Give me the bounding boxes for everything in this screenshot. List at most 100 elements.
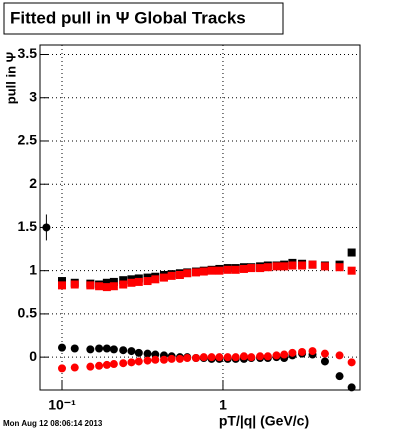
circle-marker xyxy=(192,354,201,363)
y-tick-label: 3 xyxy=(29,88,37,104)
square-marker xyxy=(95,282,104,291)
circle-marker xyxy=(70,344,79,353)
square-marker xyxy=(308,260,317,269)
y-axis-label: pull in Ψ xyxy=(3,52,18,104)
circle-marker xyxy=(280,350,289,359)
circle-marker xyxy=(308,347,317,356)
square-marker xyxy=(247,264,256,273)
square-marker xyxy=(58,277,67,286)
square-marker xyxy=(143,277,152,286)
circle-marker xyxy=(143,356,152,365)
circle-marker xyxy=(215,353,224,362)
square-marker xyxy=(298,261,307,270)
circle-marker xyxy=(231,353,240,362)
x-tick-label: 10⁻¹ xyxy=(48,397,76,413)
square-marker xyxy=(280,262,289,271)
square-marker xyxy=(288,261,297,270)
circle-marker xyxy=(95,361,104,370)
square-marker xyxy=(58,281,67,290)
y-tick-label: 3.5 xyxy=(18,45,38,61)
circle-marker xyxy=(58,343,67,352)
square-marker xyxy=(347,266,356,275)
footer-date: Mon Aug 12 08:06:14 2013 xyxy=(3,419,103,428)
chart-title: Fitted pull in Ψ Global Tracks xyxy=(10,8,246,27)
square-marker xyxy=(192,268,201,277)
circle-marker xyxy=(347,383,356,392)
circle-marker xyxy=(109,345,118,354)
circle-marker xyxy=(42,223,51,232)
square-marker xyxy=(215,266,224,275)
circle-marker xyxy=(223,353,232,362)
circle-marker xyxy=(119,346,128,355)
square-marker xyxy=(223,265,232,274)
y-tick-label: 0.5 xyxy=(18,305,38,321)
y-tick-label: 1.5 xyxy=(18,218,38,234)
circle-marker xyxy=(151,355,160,364)
circle-marker xyxy=(95,344,104,353)
square-marker xyxy=(109,282,118,291)
square-marker xyxy=(127,278,136,287)
square-marker xyxy=(256,264,265,273)
square-marker xyxy=(231,265,240,274)
circle-marker xyxy=(143,349,152,358)
circle-marker xyxy=(288,348,297,357)
circle-marker xyxy=(119,359,128,368)
circle-marker xyxy=(183,354,192,363)
circle-marker xyxy=(335,351,344,360)
square-marker xyxy=(109,277,118,286)
square-marker xyxy=(102,283,111,292)
circle-marker xyxy=(263,352,272,361)
circle-marker xyxy=(127,358,136,367)
circle-marker xyxy=(320,349,329,358)
square-marker xyxy=(102,278,111,287)
square-marker xyxy=(159,273,168,282)
square-marker xyxy=(70,280,79,289)
square-marker xyxy=(320,262,329,271)
circle-marker xyxy=(109,360,118,369)
square-marker xyxy=(239,264,248,273)
circle-marker xyxy=(298,347,307,356)
square-marker xyxy=(151,275,160,284)
circle-marker xyxy=(134,348,143,357)
circle-marker xyxy=(86,345,95,354)
circle-marker xyxy=(320,357,329,366)
square-marker xyxy=(263,263,272,272)
x-tick-label: 1 xyxy=(219,397,227,413)
square-marker xyxy=(183,269,192,278)
square-marker xyxy=(347,248,356,257)
circle-marker xyxy=(199,353,208,362)
square-marker xyxy=(175,271,184,279)
circle-marker xyxy=(167,354,176,363)
circle-marker xyxy=(86,362,95,371)
circle-marker xyxy=(272,351,281,360)
circle-marker xyxy=(70,363,79,372)
circle-marker xyxy=(58,364,67,373)
square-marker xyxy=(119,276,128,285)
x-axis-label: pT/|q| (GeV/c) xyxy=(219,413,309,429)
circle-marker xyxy=(335,372,344,381)
circle-marker xyxy=(247,353,256,362)
circle-marker xyxy=(159,355,168,364)
y-tick-label: 2.5 xyxy=(18,132,38,148)
circle-marker xyxy=(207,353,216,362)
y-tick-label: 2 xyxy=(29,175,37,191)
circle-marker xyxy=(127,347,136,356)
square-marker xyxy=(119,280,128,289)
circle-marker xyxy=(102,344,111,353)
circle-marker xyxy=(134,357,143,366)
y-tick-label: 1 xyxy=(29,261,37,277)
circle-marker xyxy=(256,352,265,361)
square-marker xyxy=(167,271,176,280)
y-tick-label: 0 xyxy=(29,348,37,364)
circle-marker xyxy=(102,360,111,369)
square-marker xyxy=(272,262,281,271)
title-box xyxy=(3,2,284,35)
circle-marker xyxy=(239,352,248,361)
square-marker xyxy=(199,267,208,276)
square-marker xyxy=(86,281,95,290)
square-marker xyxy=(335,263,344,272)
plot-frame xyxy=(39,44,361,391)
square-marker xyxy=(207,266,216,275)
circle-marker xyxy=(175,354,184,363)
